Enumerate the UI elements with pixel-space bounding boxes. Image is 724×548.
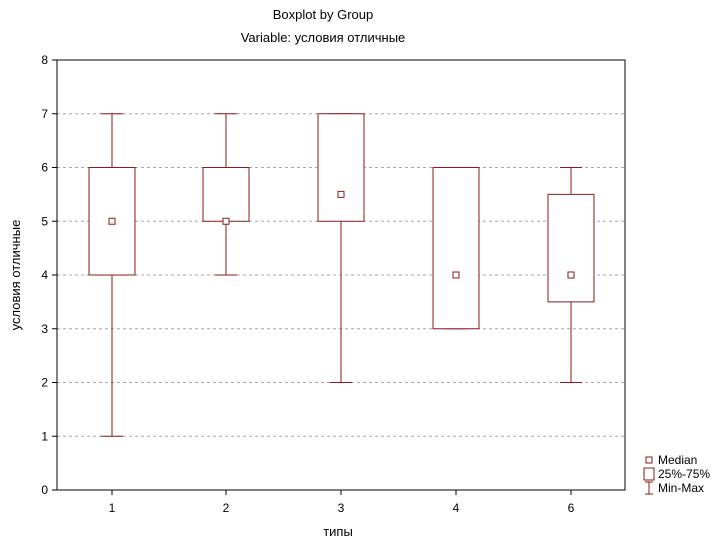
y-tick-label: 2	[41, 376, 48, 390]
y-tick-label: 8	[41, 53, 48, 67]
legend-median-swatch	[645, 456, 653, 464]
legend-label: 25%-75%	[658, 467, 710, 481]
median-marker	[222, 217, 230, 225]
boxes	[88, 113, 595, 437]
x-axis-ticks: 1 2 3 4 6	[109, 490, 575, 515]
box-group	[432, 167, 480, 330]
median-marker	[108, 217, 116, 225]
box-group	[202, 113, 250, 276]
median-marker	[452, 271, 460, 279]
x-tick-label: 4	[453, 501, 460, 515]
legend-label: Min-Max	[658, 481, 704, 495]
x-tick-label: 3	[338, 501, 345, 515]
chart-subtitle: Variable: условия отличные	[241, 30, 406, 45]
y-axis-ticks: 0 1 2 3 4 5 6 7 8	[41, 53, 57, 497]
x-tick-label: 2	[223, 501, 230, 515]
y-tick-label: 4	[41, 268, 48, 282]
box-group	[547, 167, 595, 383]
chart-title: Boxplot by Group	[273, 7, 373, 22]
iqr-box	[202, 167, 250, 222]
legend-box-swatch	[643, 467, 655, 481]
y-tick-label: 7	[41, 107, 48, 121]
y-tick-label: 1	[41, 429, 48, 443]
x-tick-label: 1	[109, 501, 116, 515]
y-tick-label: 6	[41, 161, 48, 175]
iqr-box	[547, 193, 595, 303]
y-tick-label: 5	[41, 214, 48, 228]
y-tick-label: 0	[41, 483, 48, 497]
x-axis-label: типы	[323, 524, 353, 539]
box-group	[88, 113, 136, 437]
x-tick-label: 6	[568, 501, 575, 515]
median-marker	[567, 271, 575, 279]
legend-label: Median	[658, 453, 697, 467]
y-axis-label: условия отличные	[8, 220, 23, 331]
y-tick-label: 3	[41, 322, 48, 336]
box-group	[317, 113, 365, 383]
median-marker	[337, 190, 345, 198]
iqr-box	[317, 113, 365, 222]
iqr-box	[432, 167, 480, 330]
